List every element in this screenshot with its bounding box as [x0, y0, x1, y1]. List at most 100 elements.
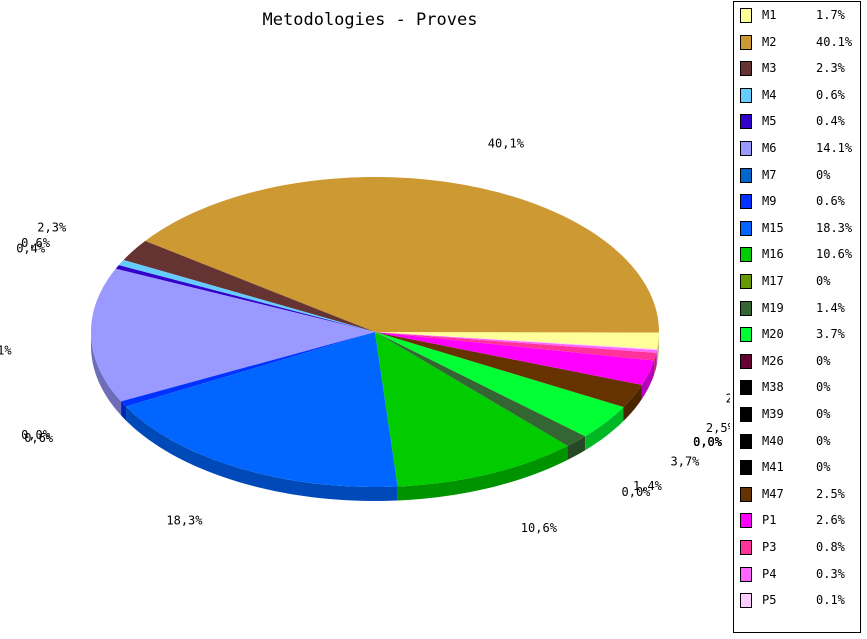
legend-value: 10.6% — [816, 247, 853, 262]
legend-value: 2.6% — [816, 513, 845, 528]
slice-m16 — [375, 332, 568, 487]
slice-m2 — [145, 177, 659, 333]
legend-item-m41: M41 0% — [738, 458, 858, 476]
slice-m20 — [375, 332, 624, 437]
legend-value: 0.6% — [816, 87, 845, 102]
slice-label-m3: 2,3% — [37, 220, 67, 234]
slice-label-m16: 10,6% — [521, 521, 558, 535]
legend-swatch — [740, 274, 752, 289]
legend-value: 0% — [816, 274, 831, 288]
legend-value: 14.1% — [816, 141, 853, 155]
legend-value: 0.8% — [816, 540, 845, 554]
legend-item-m40: M40 0% — [738, 432, 858, 450]
legend-swatch — [740, 220, 752, 236]
legend-item-m47: M47 2.5% — [738, 485, 858, 503]
legend-swatch — [740, 247, 752, 263]
legend-label: M16 — [762, 247, 784, 262]
slice-p3 — [375, 332, 657, 361]
legend-value: 1.4% — [816, 300, 845, 315]
legend-value: 0% — [816, 353, 831, 368]
legend-item-m17: M17 0% — [738, 272, 858, 290]
slice-side-p3 — [654, 352, 657, 375]
legend-item-m4: M4 0.6% — [738, 86, 858, 104]
legend-label: M47 — [762, 486, 784, 501]
slice-label-m47: 2,5% — [706, 421, 730, 435]
legend-swatch — [740, 8, 752, 23]
legend-value: 3.7% — [816, 327, 845, 342]
legend-value: 0.3% — [816, 566, 845, 581]
legend-item-m15: M15 18.3% — [738, 219, 858, 237]
legend-item-m2: M2 40.1% — [738, 33, 858, 51]
slice-label-m9: 0,6% — [24, 431, 54, 445]
slice-label-m6: 14,1% — [0, 343, 12, 357]
legend-item-m9: M9 0.6% — [738, 192, 858, 210]
slice-side-m9 — [121, 401, 127, 421]
legend-label: M38 — [762, 380, 784, 395]
legend-swatch — [740, 593, 752, 609]
slice-m3 — [123, 240, 375, 332]
slice-label-m38: 0,0% — [693, 435, 723, 449]
legend-value: 2.3% — [816, 61, 845, 76]
legend-item-m5: M5 0.4% — [738, 112, 858, 130]
legend-swatch — [740, 141, 752, 156]
legend-label: P3 — [762, 540, 777, 554]
legend-item-m39: M39 0% — [738, 405, 858, 423]
legend-label: M9 — [762, 194, 777, 209]
legend-swatch — [740, 407, 752, 422]
slice-m19 — [375, 332, 586, 446]
legend-label: M3 — [762, 61, 777, 76]
legend-item-m3: M3 2.3% — [738, 59, 858, 77]
legend-item-m16: M16 10.6% — [738, 245, 858, 263]
legend-swatch — [740, 460, 752, 476]
legend-swatch — [740, 61, 752, 77]
legend-value: 2.5% — [816, 486, 845, 501]
slice-label-m39: 0,0% — [693, 435, 723, 449]
legend-value: 0% — [816, 460, 831, 475]
legend-label: M2 — [762, 34, 777, 49]
legend-value: 40.1% — [816, 34, 853, 49]
slice-label-m20: 3,7% — [671, 455, 701, 469]
legend-value: 0% — [816, 407, 831, 421]
slice-m15 — [126, 332, 398, 487]
slice-m6 — [91, 268, 375, 402]
legend-item-m7: M7 0% — [738, 166, 858, 184]
legend-label: M20 — [762, 327, 784, 342]
slice-label-m40: 0,0% — [693, 435, 723, 449]
legend-label: M15 — [762, 220, 784, 235]
legend-label: M5 — [762, 114, 777, 129]
slice-side-m19 — [567, 436, 586, 460]
legend-swatch — [740, 513, 752, 529]
chart-title: Metodologies - Proves — [262, 10, 478, 30]
slice-label-m4: 0,6% — [21, 236, 51, 250]
legend-value: 0% — [816, 433, 831, 448]
legend-label: M6 — [762, 141, 777, 155]
legend-item-p5: P5 0.1% — [738, 591, 858, 609]
legend-label: M41 — [762, 460, 784, 475]
slice-p1 — [375, 332, 655, 385]
legend-label: P4 — [762, 566, 777, 581]
slice-label-m41: 0,0% — [693, 435, 723, 449]
legend-label: M4 — [762, 87, 777, 102]
slice-m9 — [121, 332, 375, 407]
legend-label: P1 — [762, 513, 777, 528]
legend-swatch — [740, 540, 752, 555]
slice-label-m17: 0,0% — [622, 485, 652, 499]
legend-value: 0.4% — [816, 114, 845, 129]
slice-side-p1 — [641, 360, 655, 399]
legend-item-m6: M6 14.1% — [738, 139, 858, 157]
legend-label: M26 — [762, 353, 784, 368]
legend-item-p1: P1 2.6% — [738, 511, 858, 529]
slice-label-m7: 0,0% — [21, 428, 51, 442]
slice-label-m26: 0,0% — [693, 435, 723, 449]
slice-side-m20 — [585, 407, 624, 451]
legend-item-m26: M26 0% — [738, 352, 858, 370]
legend-item-m20: M20 3.7% — [738, 325, 858, 343]
slice-side-m6 — [91, 330, 122, 416]
legend-value: 0% — [816, 167, 831, 182]
legend-swatch — [740, 380, 752, 396]
legend-label: M19 — [762, 300, 784, 315]
slice-side-m16 — [397, 445, 568, 501]
legend-label: M1 — [762, 8, 777, 22]
slice-side-p4 — [656, 349, 658, 367]
legend-label: P5 — [762, 593, 777, 608]
